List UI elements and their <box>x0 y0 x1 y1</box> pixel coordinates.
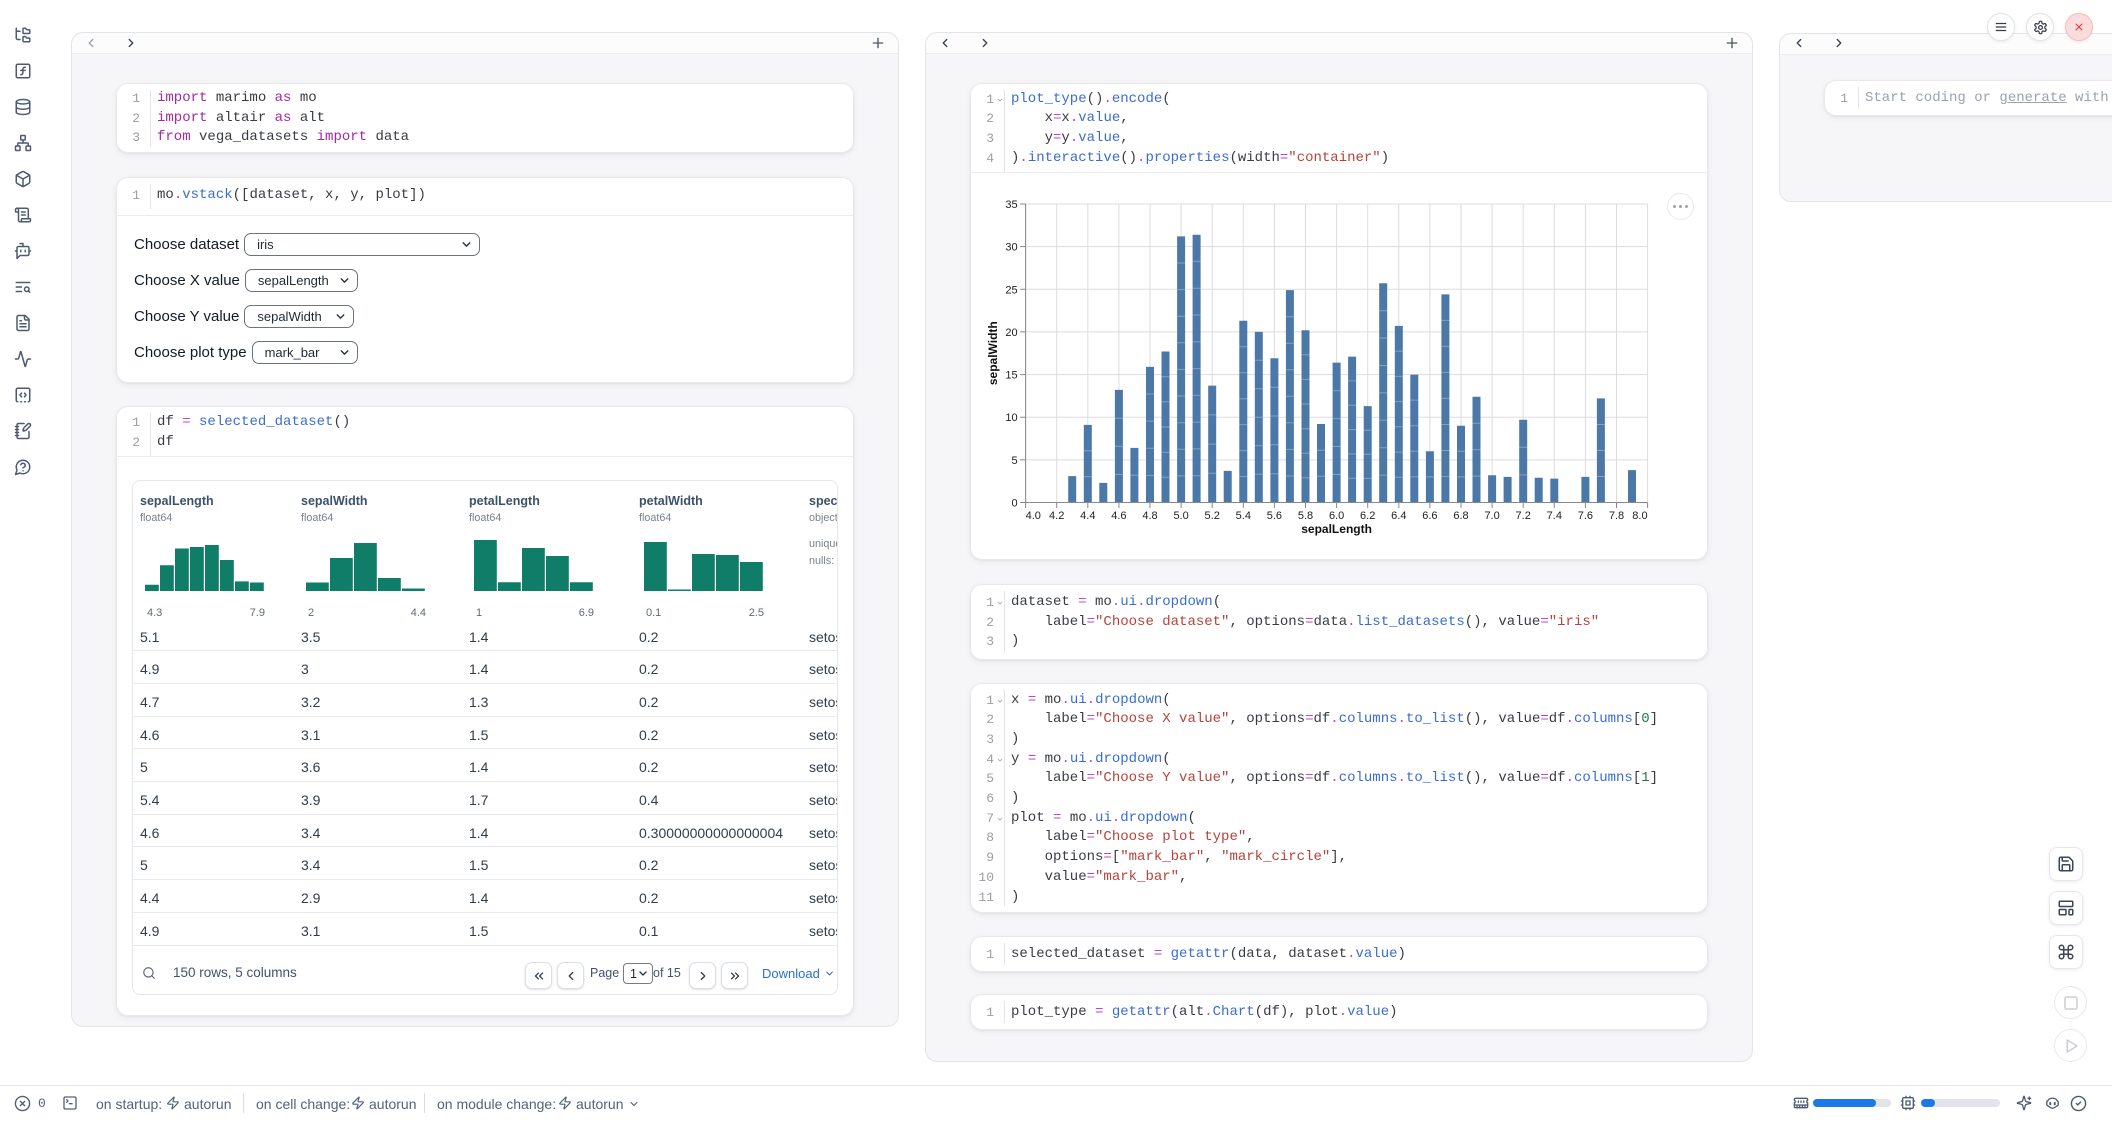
svg-text:6.0: 6.0 <box>1329 510 1344 522</box>
svg-text:15: 15 <box>1005 370 1017 382</box>
svg-text:6.6: 6.6 <box>1422 510 1437 522</box>
svg-text:6.4: 6.4 <box>1391 510 1406 522</box>
svg-text:25: 25 <box>1005 284 1017 296</box>
svg-text:8.0: 8.0 <box>1632 510 1647 522</box>
svg-text:sepalLength: sepalLength <box>1301 522 1372 536</box>
svg-text:4.2: 4.2 <box>1049 510 1064 522</box>
svg-text:5.4: 5.4 <box>1236 510 1251 522</box>
svg-text:4.4: 4.4 <box>1080 510 1095 522</box>
svg-text:0: 0 <box>1011 498 1017 510</box>
svg-text:5.6: 5.6 <box>1267 510 1282 522</box>
svg-text:35: 35 <box>1005 199 1017 211</box>
svg-text:7.6: 7.6 <box>1578 510 1593 522</box>
svg-text:4.0: 4.0 <box>1026 510 1041 522</box>
svg-text:10: 10 <box>1005 412 1017 424</box>
svg-text:sepalWidth: sepalWidth <box>986 321 1000 385</box>
svg-text:7.4: 7.4 <box>1547 510 1562 522</box>
svg-text:5.2: 5.2 <box>1205 510 1220 522</box>
svg-text:7.2: 7.2 <box>1516 510 1531 522</box>
svg-text:30: 30 <box>1005 242 1017 254</box>
svg-text:6.8: 6.8 <box>1453 510 1468 522</box>
svg-text:7.0: 7.0 <box>1484 510 1499 522</box>
svg-text:5: 5 <box>1011 455 1017 467</box>
svg-text:5.8: 5.8 <box>1298 510 1313 522</box>
svg-text:20: 20 <box>1005 327 1017 339</box>
svg-text:7.8: 7.8 <box>1609 510 1624 522</box>
svg-text:4.6: 4.6 <box>1111 510 1126 522</box>
svg-text:4.8: 4.8 <box>1142 510 1157 522</box>
svg-text:6.2: 6.2 <box>1360 510 1375 522</box>
svg-text:5.0: 5.0 <box>1173 510 1188 522</box>
